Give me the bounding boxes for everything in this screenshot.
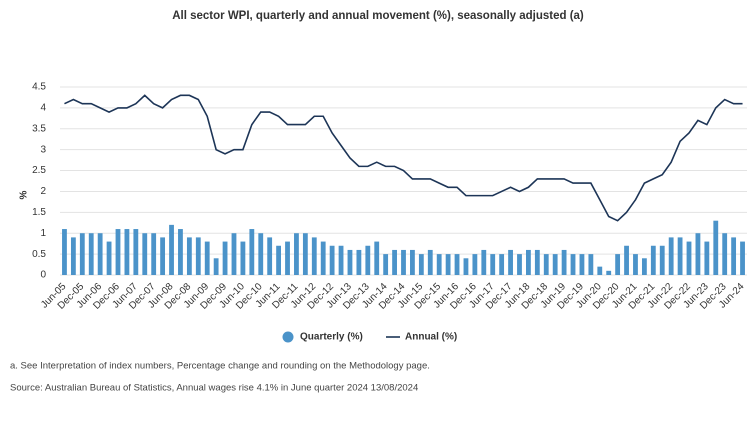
bar (606, 270, 612, 275)
bar (195, 237, 201, 275)
legend-label: Quarterly (%) (300, 332, 363, 343)
bar (615, 254, 621, 275)
line (64, 94, 743, 222)
bar (249, 229, 255, 275)
bar (418, 254, 424, 275)
bar (713, 220, 719, 275)
bar (160, 237, 166, 275)
bar (88, 233, 94, 275)
bar (561, 249, 567, 275)
y-tick-label: 4.5 (32, 82, 46, 93)
bar (463, 258, 469, 275)
bar (356, 249, 362, 275)
bar (633, 254, 638, 275)
bar (526, 249, 531, 275)
bar (508, 249, 513, 275)
bar (133, 229, 139, 275)
bar (481, 249, 487, 275)
bar (311, 237, 317, 275)
bar (686, 241, 692, 275)
bar (427, 249, 433, 275)
bar (62, 229, 67, 275)
bar (722, 233, 728, 275)
bar (624, 245, 629, 275)
bar (294, 233, 299, 275)
bar (365, 245, 371, 275)
bar (740, 241, 745, 275)
bar (597, 266, 603, 275)
bar (70, 237, 76, 275)
legend-label: Annual (%) (405, 332, 457, 343)
bar (276, 245, 281, 275)
bar (79, 233, 85, 275)
bar (543, 254, 549, 275)
chart-title: All sector WPI, quarterly and annual mov… (172, 10, 584, 22)
bar (302, 233, 308, 275)
bar (186, 237, 192, 275)
bar (454, 254, 460, 275)
bar (329, 245, 335, 275)
y-tick-label: 3 (40, 144, 46, 155)
y-tick-label: 4 (40, 103, 46, 114)
bar (231, 233, 237, 275)
bar (552, 254, 558, 275)
bar (445, 254, 451, 275)
bar (695, 233, 701, 275)
bar (659, 245, 665, 275)
bar (338, 245, 344, 275)
bar (124, 229, 130, 275)
bar (517, 254, 522, 275)
bar (641, 258, 647, 275)
bar (650, 245, 656, 275)
y-tick-label: 2.5 (32, 165, 46, 176)
bar (151, 233, 157, 275)
bar (240, 241, 246, 275)
bar (410, 249, 415, 275)
bar (142, 233, 148, 275)
bar (267, 237, 273, 275)
y-tick-label: 1 (40, 228, 46, 239)
bar (97, 233, 103, 275)
bar (731, 237, 737, 275)
bar (677, 237, 683, 275)
bar (392, 249, 397, 275)
bar (588, 254, 594, 275)
bar (490, 254, 496, 275)
y-tick-label: 0 (40, 270, 46, 281)
bar (383, 254, 389, 275)
bar (579, 254, 585, 275)
legend-marker (282, 331, 294, 343)
bar (106, 241, 112, 275)
source: Source: Australian Bureau of Statistics,… (10, 383, 418, 394)
y-tick-label: 1.5 (32, 207, 46, 218)
bar (213, 258, 219, 275)
bar (204, 241, 210, 275)
bar (222, 241, 228, 275)
bar (258, 233, 264, 275)
bar (534, 249, 540, 275)
bar (374, 241, 380, 275)
bar (178, 229, 183, 275)
y-tick-label: 3.5 (32, 123, 46, 134)
bar (472, 254, 478, 275)
footnote: a. See Interpretation of index numbers, … (10, 361, 430, 372)
bar (320, 241, 326, 275)
bar (285, 241, 290, 275)
bar (499, 254, 505, 275)
y-tick-label: 2 (40, 186, 46, 197)
bar (347, 249, 353, 275)
bar (169, 224, 174, 275)
y-tick-label: 0.5 (32, 249, 46, 260)
y-axis-label: % (19, 190, 30, 199)
bar (401, 249, 406, 275)
bar (668, 237, 674, 275)
bar (570, 254, 576, 275)
bar (704, 241, 710, 275)
bar (436, 254, 442, 275)
bar (115, 229, 121, 275)
